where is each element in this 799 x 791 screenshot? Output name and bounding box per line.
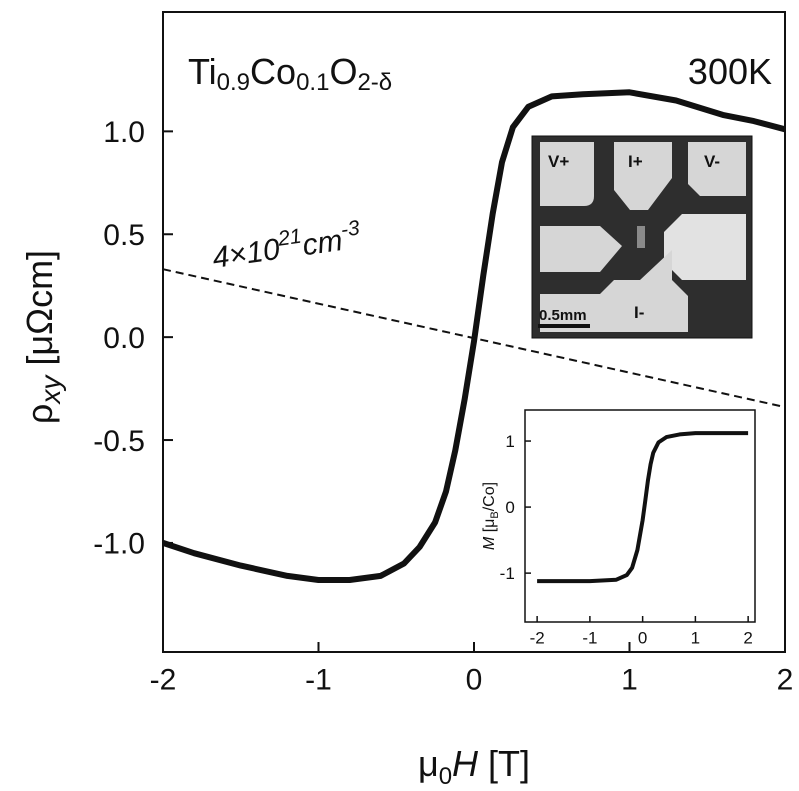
label-sub: B <box>489 511 501 518</box>
label-part: [μΩcm] <box>19 250 60 376</box>
plot-frame <box>524 409 756 623</box>
scale-label: 0.5mm <box>539 307 587 324</box>
x-tick-label: 1 <box>621 664 638 697</box>
carrier-label: 4×1021cm-3 <box>210 216 364 274</box>
label-sup: -3 <box>339 216 361 241</box>
inset-background <box>525 410 755 622</box>
x-tick-label: 2 <box>777 664 794 697</box>
x-tick-label: 0 <box>466 664 483 697</box>
y-tick-label: -1 <box>500 564 515 583</box>
label-sup: 21 <box>276 225 303 251</box>
y-tick-label: 0 <box>505 498 514 517</box>
label-part: Ti <box>188 51 217 92</box>
label-sub: 0.1 <box>296 69 329 96</box>
label-sub: 0 <box>439 763 452 790</box>
x-tick-label: 1 <box>691 628 700 647</box>
y-tick-label: -0.5 <box>93 425 145 458</box>
label-sub: 2-δ <box>357 69 392 96</box>
y-tick-label: -1.0 <box>93 528 145 561</box>
y-axis-label: ρxy [μΩcm] <box>19 250 66 424</box>
photo-label: V+ <box>548 152 569 171</box>
label-part: [μ <box>481 519 498 537</box>
x-tick-label: -1 <box>305 664 332 697</box>
photo-label: I- <box>634 303 644 322</box>
x-tick-label: -2 <box>150 664 177 697</box>
x-tick-label: -2 <box>530 628 545 647</box>
photo-label: I+ <box>628 152 643 171</box>
label-part: /Co] <box>481 482 498 511</box>
photo-label: V- <box>704 152 720 171</box>
y-tick-label: 0.5 <box>103 219 145 252</box>
label-sub: xy <box>35 374 66 406</box>
x-axis-label: μ0H [T] <box>418 743 530 790</box>
data-line <box>162 89 786 583</box>
y-tick-label: 1 <box>505 432 514 451</box>
data-line <box>537 431 749 584</box>
label-part: cm <box>300 224 344 262</box>
label-part: H <box>452 743 479 784</box>
x-tick-label: 2 <box>743 628 752 647</box>
y-tick-label: 0.0 <box>103 322 145 355</box>
sample-label: Ti0.9Co0.1O2-δ <box>188 51 392 96</box>
label-part: Co <box>250 51 296 92</box>
x-tick-label: -1 <box>582 628 597 647</box>
inset-y-axis-label: M [μB/Co] <box>481 482 501 550</box>
device-photo: V+ I+ V- I- 0.5mm <box>531 135 753 339</box>
temperature-label: 300K <box>688 51 772 92</box>
label-sub: 0.9 <box>217 69 250 96</box>
label-part: 4×10 <box>210 233 282 275</box>
label-part: O <box>329 51 357 92</box>
y-tick-label: 1.0 <box>103 116 145 149</box>
label-part: ρ <box>19 404 60 424</box>
fit-line <box>162 268 786 409</box>
label-part: μ <box>418 743 439 784</box>
label-part: M <box>481 536 498 550</box>
label-part: [T] <box>478 743 530 784</box>
x-tick-label: 0 <box>638 628 647 647</box>
